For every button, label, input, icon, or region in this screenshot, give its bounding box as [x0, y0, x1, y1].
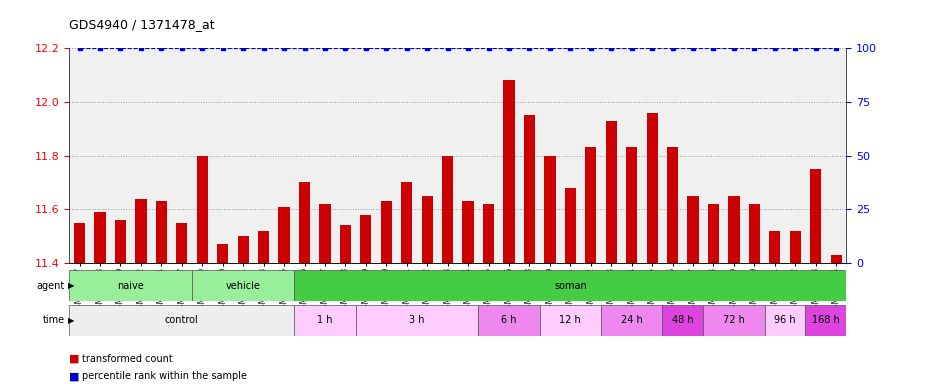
Bar [422, 196, 433, 263]
Bar [806, 305, 846, 336]
Text: 6 h: 6 h [501, 315, 517, 325]
Bar [708, 204, 719, 263]
Bar [606, 121, 617, 263]
Bar [524, 115, 535, 263]
Bar [728, 196, 739, 263]
Bar [69, 305, 294, 336]
Bar [503, 80, 514, 263]
Bar [155, 201, 167, 263]
Bar [299, 182, 310, 263]
Bar [360, 215, 372, 263]
Bar [176, 223, 188, 263]
Bar [601, 305, 662, 336]
Text: soman: soman [554, 281, 586, 291]
Bar [765, 305, 806, 336]
Bar [687, 196, 698, 263]
Bar [339, 225, 351, 263]
Bar [626, 147, 637, 263]
Bar [319, 204, 330, 263]
Bar [135, 199, 146, 263]
Bar [294, 270, 846, 301]
Text: ▶: ▶ [68, 281, 75, 290]
Bar [258, 231, 269, 263]
Text: 96 h: 96 h [774, 315, 796, 325]
Text: percentile rank within the sample: percentile rank within the sample [82, 371, 247, 381]
Bar [564, 188, 576, 263]
Text: 3 h: 3 h [409, 315, 425, 325]
Text: ▶: ▶ [68, 316, 75, 325]
Bar [667, 147, 678, 263]
Text: 1 h: 1 h [317, 315, 333, 325]
Text: control: control [165, 315, 199, 325]
Text: time: time [43, 315, 65, 325]
Text: vehicle: vehicle [226, 281, 261, 291]
Text: 24 h: 24 h [621, 315, 643, 325]
Bar [69, 270, 192, 301]
Bar [355, 305, 478, 336]
Bar [278, 207, 290, 263]
Text: agent: agent [36, 281, 65, 291]
Bar [462, 201, 474, 263]
Bar [401, 182, 413, 263]
Bar [381, 201, 392, 263]
Bar [197, 156, 208, 263]
Bar [647, 113, 658, 263]
Bar [586, 147, 597, 263]
Bar [217, 244, 228, 263]
Bar [478, 305, 539, 336]
Text: GDS4940 / 1371478_at: GDS4940 / 1371478_at [69, 18, 215, 31]
Text: 12 h: 12 h [560, 315, 581, 325]
Bar [94, 212, 105, 263]
Bar [831, 255, 842, 263]
Text: transformed count: transformed count [82, 354, 173, 364]
Bar [810, 169, 821, 263]
Text: 72 h: 72 h [723, 315, 745, 325]
Text: ■: ■ [69, 371, 80, 381]
Bar [483, 204, 494, 263]
Bar [192, 270, 294, 301]
Bar [662, 305, 703, 336]
Text: naive: naive [117, 281, 144, 291]
Bar [442, 156, 453, 263]
Bar [748, 204, 760, 263]
Bar [74, 223, 85, 263]
Bar [539, 305, 601, 336]
Bar [790, 231, 801, 263]
Text: ■: ■ [69, 354, 80, 364]
Bar [238, 236, 249, 263]
Bar [703, 305, 765, 336]
Text: 48 h: 48 h [672, 315, 694, 325]
Bar [115, 220, 126, 263]
Bar [770, 231, 781, 263]
Text: 168 h: 168 h [812, 315, 840, 325]
Bar [294, 305, 355, 336]
Bar [544, 156, 556, 263]
